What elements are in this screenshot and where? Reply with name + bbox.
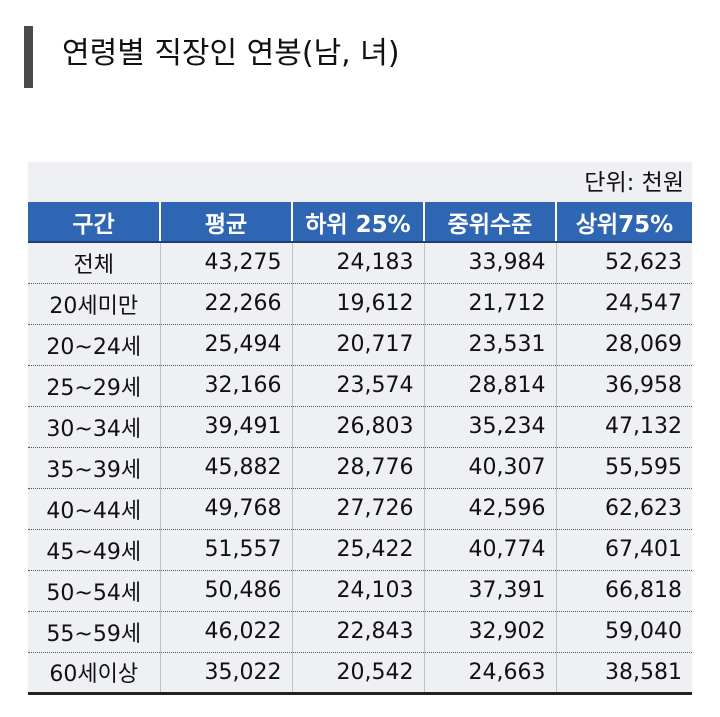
average-cell: 51,557 bbox=[159, 529, 292, 571]
table-header: 구간 평균 하위 25% 중위수준 상위75% bbox=[28, 202, 692, 243]
range-cell: 30~34세 bbox=[28, 406, 160, 448]
header-row: 구간 평균 하위 25% 중위수준 상위75% bbox=[28, 202, 692, 243]
header-cell-upper-75: 상위75% bbox=[555, 202, 692, 243]
upper-75-cell: 66,818 bbox=[555, 570, 692, 612]
average-cell: 22,266 bbox=[159, 283, 292, 325]
range-cell: 50~54세 bbox=[28, 570, 160, 612]
lower-25-cell: 19,612 bbox=[291, 283, 424, 325]
lower-25-cell: 24,103 bbox=[291, 570, 424, 612]
lower-25-cell: 25,422 bbox=[291, 529, 424, 571]
median-cell: 40,774 bbox=[423, 529, 556, 571]
table-row: 35~39세 45,882 28,776 40,307 55,595 bbox=[28, 447, 692, 489]
average-cell: 39,491 bbox=[159, 406, 292, 448]
median-cell: 32,902 bbox=[423, 611, 556, 653]
median-cell: 24,663 bbox=[423, 652, 556, 695]
range-cell: 35~39세 bbox=[28, 447, 160, 489]
average-cell: 49,768 bbox=[159, 488, 292, 530]
range-cell: 60세이상 bbox=[28, 652, 160, 695]
unit-label: 단위: 천원 bbox=[584, 170, 684, 196]
median-cell: 23,531 bbox=[423, 324, 556, 366]
upper-75-cell: 52,623 bbox=[555, 242, 692, 284]
upper-75-cell: 24,547 bbox=[555, 283, 692, 325]
lower-25-cell: 20,542 bbox=[291, 652, 424, 695]
average-cell: 25,494 bbox=[159, 324, 292, 366]
lower-25-cell: 20,717 bbox=[291, 324, 424, 366]
average-cell: 46,022 bbox=[159, 611, 292, 653]
lower-25-cell: 28,776 bbox=[291, 447, 424, 489]
table-row: 45~49세 51,557 25,422 40,774 67,401 bbox=[28, 529, 692, 571]
header-cell-median: 중위수준 bbox=[423, 202, 556, 243]
salary-table-panel: 단위: 천원 구간 평균 하위 25% 중위수준 상위75% 전체 43,275 2… bbox=[28, 162, 692, 695]
median-cell: 42,596 bbox=[423, 488, 556, 530]
header-cell-average: 평균 bbox=[159, 202, 292, 243]
average-cell: 43,275 bbox=[159, 242, 292, 284]
table-row: 25~29세 32,166 23,574 28,814 36,958 bbox=[28, 365, 692, 407]
average-cell: 50,486 bbox=[159, 570, 292, 612]
table-row: 30~34세 39,491 26,803 35,234 47,132 bbox=[28, 406, 692, 448]
table-row: 55~59세 46,022 22,843 32,902 59,040 bbox=[28, 611, 692, 653]
lower-25-cell: 23,574 bbox=[291, 365, 424, 407]
table-row: 50~54세 50,486 24,103 37,391 66,818 bbox=[28, 570, 692, 612]
range-cell: 20세미만 bbox=[28, 283, 160, 325]
upper-75-cell: 47,132 bbox=[555, 406, 692, 448]
upper-75-cell: 36,958 bbox=[555, 365, 692, 407]
lower-25-cell: 27,726 bbox=[291, 488, 424, 530]
salary-table: 구간 평균 하위 25% 중위수준 상위75% 전체 43,275 24,183 33… bbox=[28, 202, 692, 695]
page-title: 연령별 직장인 연봉(남, 녀) bbox=[62, 36, 400, 71]
upper-75-cell: 67,401 bbox=[555, 529, 692, 571]
average-cell: 32,166 bbox=[159, 365, 292, 407]
header-cell-lower-25: 하위 25% bbox=[291, 202, 424, 243]
table-row: 60세이상 35,022 20,542 24,663 38,581 bbox=[28, 652, 692, 695]
range-cell: 40~44세 bbox=[28, 488, 160, 530]
median-cell: 40,307 bbox=[423, 447, 556, 489]
upper-75-cell: 28,069 bbox=[555, 324, 692, 366]
upper-75-cell: 62,623 bbox=[555, 488, 692, 530]
table-row: 20~24세 25,494 20,717 23,531 28,069 bbox=[28, 324, 692, 366]
median-cell: 21,712 bbox=[423, 283, 556, 325]
range-cell: 20~24세 bbox=[28, 324, 160, 366]
median-cell: 33,984 bbox=[423, 242, 556, 284]
average-cell: 35,022 bbox=[159, 652, 292, 695]
upper-75-cell: 38,581 bbox=[555, 652, 692, 695]
range-cell: 전체 bbox=[28, 242, 160, 284]
average-cell: 45,882 bbox=[159, 447, 292, 489]
median-cell: 35,234 bbox=[423, 406, 556, 448]
table-body: 전체 43,275 24,183 33,984 52,623 20세미만 22,266 19,… bbox=[28, 242, 692, 695]
range-cell: 45~49세 bbox=[28, 529, 160, 571]
lower-25-cell: 26,803 bbox=[291, 406, 424, 448]
range-cell: 55~59세 bbox=[28, 611, 160, 653]
upper-75-cell: 55,595 bbox=[555, 447, 692, 489]
lower-25-cell: 24,183 bbox=[291, 242, 424, 284]
upper-75-cell: 59,040 bbox=[555, 611, 692, 653]
median-cell: 37,391 bbox=[423, 570, 556, 612]
lower-25-cell: 22,843 bbox=[291, 611, 424, 653]
table-row: 20세미만 22,266 19,612 21,712 24,547 bbox=[28, 283, 692, 325]
median-cell: 28,814 bbox=[423, 365, 556, 407]
range-cell: 25~29세 bbox=[28, 365, 160, 407]
header-cell-range: 구간 bbox=[28, 202, 160, 243]
table-row: 전체 43,275 24,183 33,984 52,623 bbox=[28, 242, 692, 284]
table-row: 40~44세 49,768 27,726 42,596 62,623 bbox=[28, 488, 692, 530]
title-accent-bar bbox=[24, 26, 33, 88]
